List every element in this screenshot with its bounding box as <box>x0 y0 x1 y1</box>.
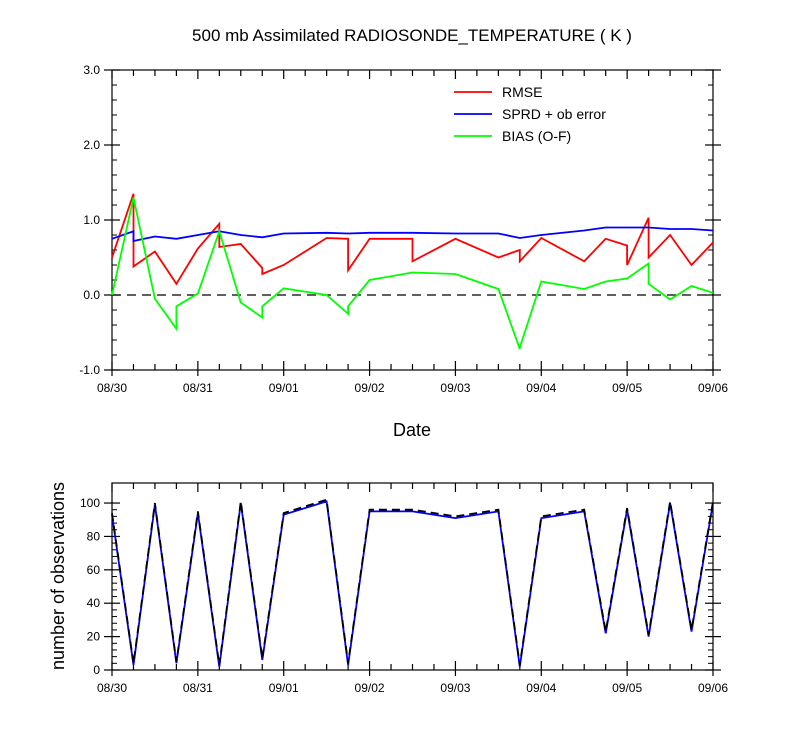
top-x-tick-label: 09/05 <box>612 381 642 395</box>
top-y-tick-label: -1.0 <box>79 363 100 377</box>
bottom-x-tick-label: 09/06 <box>698 681 728 695</box>
top-x-tick-label: 08/30 <box>97 381 127 395</box>
bottom-y-tick-label: 40 <box>87 596 101 610</box>
top-chart-area: 08/30 08/31 09/01 09/02 09/03 09/04 09/05 09/06… <box>79 63 728 395</box>
bottom-chart-area: 08/30 08/31 09/01 09/02 09/03 09/04 09/05 09/06… <box>80 482 728 695</box>
top-x-tick-label: 09/03 <box>440 381 470 395</box>
top-x-tick-label: 09/01 <box>269 381 299 395</box>
bottom-x-tick-label: 08/31 <box>183 681 213 695</box>
top-series-bias-o-f <box>111 197 714 350</box>
bottom-x-tick-label: 08/30 <box>97 681 127 695</box>
bottom-series-assimilated <box>111 500 714 667</box>
bottom-y-tick-label: 100 <box>80 496 100 510</box>
top-x-axis-title: Date <box>393 420 431 440</box>
top-x-tick-label: 09/04 <box>526 381 556 395</box>
top-y-tick-label: 1.0 <box>83 213 100 227</box>
top-x-tick-label: 09/02 <box>355 381 385 395</box>
bottom-y-tick-label: 80 <box>87 529 101 543</box>
bottom-y-tick-label: 0 <box>93 663 100 677</box>
legend-label-bias-o-f: BIAS (O-F) <box>502 128 571 144</box>
top-plot-frame <box>111 69 714 371</box>
bottom-x-tick-label: 09/01 <box>269 681 299 695</box>
bottom-x-tick-label: 09/05 <box>612 681 642 695</box>
legend-label-sprd-ob-error: SPRD + ob error <box>502 106 606 122</box>
bottom-series-possible <box>111 498 714 666</box>
bottom-x-tick-label: 09/03 <box>440 681 470 695</box>
top-chart-title: 500 mb Assimilated RADIOSONDE_TEMPERATUR… <box>192 26 632 45</box>
bottom-y-tick-label: 20 <box>87 630 101 644</box>
top-chart-legend: RMSE SPRD + ob error BIAS (O-F) <box>454 84 606 144</box>
top-y-tick-label: 3.0 <box>83 63 100 77</box>
top-x-tick-label: 08/31 <box>183 381 213 395</box>
top-series-rmse <box>111 193 714 286</box>
top-y-tick-label: 0.0 <box>83 288 100 302</box>
bottom-y-tick-label: 60 <box>87 563 101 577</box>
top-y-tick-label: 2.0 <box>83 138 100 152</box>
bottom-x-tick-label: 09/02 <box>355 681 385 695</box>
bottom-y-axis-title: number of observations <box>48 482 68 670</box>
top-x-tick-label: 09/06 <box>698 381 728 395</box>
legend-label-rmse: RMSE <box>502 84 542 100</box>
bottom-x-tick-label: 09/04 <box>526 681 556 695</box>
top-series-sprd-ob-error <box>111 226 714 243</box>
